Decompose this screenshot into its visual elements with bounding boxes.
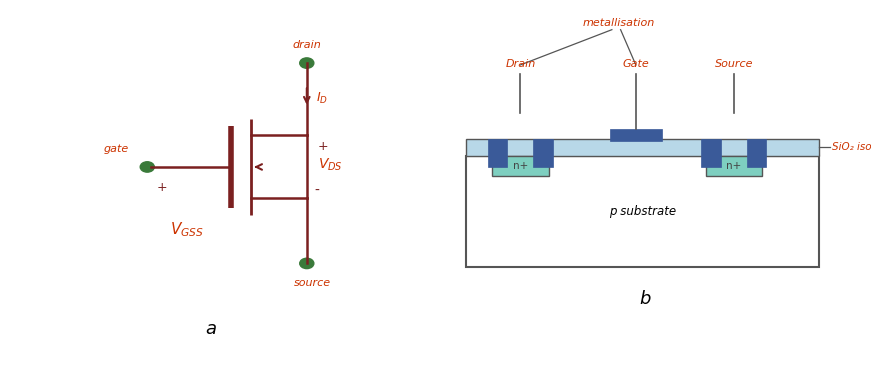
- Text: n+: n+: [726, 161, 741, 171]
- Bar: [701, 139, 721, 167]
- Text: +: +: [157, 181, 167, 194]
- Bar: [706, 156, 762, 176]
- Bar: [492, 156, 549, 176]
- Ellipse shape: [300, 258, 314, 269]
- Text: Source: Source: [714, 59, 753, 69]
- Bar: [610, 129, 662, 141]
- Text: b: b: [638, 290, 651, 308]
- Text: drain: drain: [293, 40, 321, 50]
- Bar: [466, 156, 819, 267]
- Text: $I_D$: $I_D$: [316, 91, 328, 106]
- Ellipse shape: [300, 58, 314, 68]
- Text: p substrate: p substrate: [609, 205, 676, 218]
- Text: $V_{GSS}$: $V_{GSS}$: [170, 221, 204, 239]
- Text: a: a: [205, 320, 216, 338]
- Bar: [466, 139, 819, 156]
- Text: metallisation: metallisation: [583, 18, 654, 28]
- Text: SiO₂ isolator: SiO₂ isolator: [832, 142, 871, 152]
- Text: Drain: Drain: [505, 59, 536, 69]
- Ellipse shape: [140, 162, 154, 172]
- Text: +: +: [318, 140, 328, 153]
- Text: n+: n+: [513, 161, 528, 171]
- Text: $V_{DS}$: $V_{DS}$: [318, 157, 343, 173]
- Text: Gate: Gate: [623, 59, 649, 69]
- Bar: [533, 139, 553, 167]
- Bar: [488, 139, 507, 167]
- Text: gate: gate: [104, 144, 129, 154]
- Bar: [747, 139, 766, 167]
- Text: source: source: [294, 278, 331, 288]
- Text: -: -: [314, 184, 319, 198]
